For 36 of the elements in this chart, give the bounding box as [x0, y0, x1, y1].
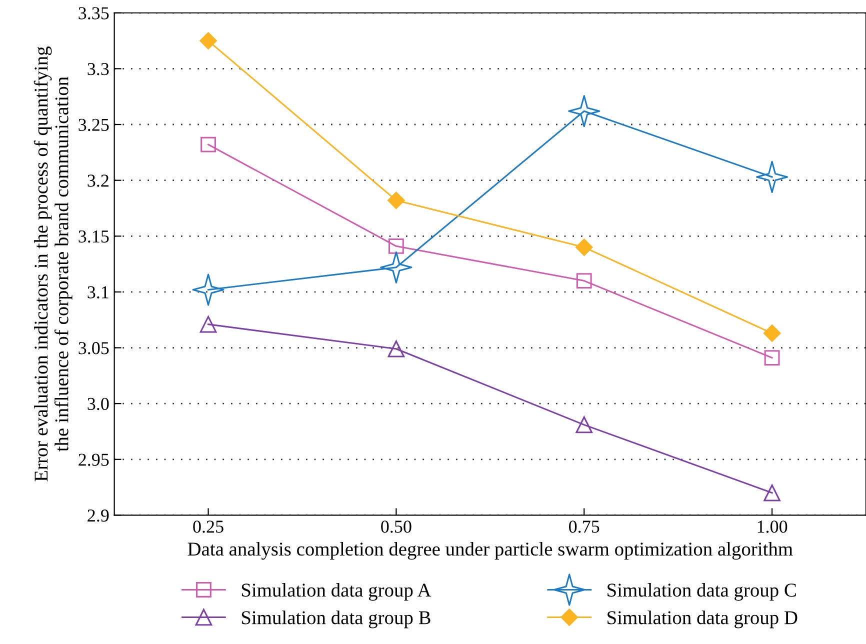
point — [200, 316, 217, 333]
y-tick-label: 3.1 — [88, 286, 108, 298]
y-tick-label: 3.25 — [78, 118, 109, 132]
x-tick-label: 0.25 — [193, 520, 224, 533]
point — [756, 160, 788, 194]
point — [764, 350, 780, 366]
point — [200, 136, 216, 152]
point — [576, 416, 593, 434]
x-tick-label: 0.50 — [381, 520, 412, 533]
y-tick-label: 2.95 — [78, 454, 109, 466]
x-tick-label: 1.00 — [758, 520, 788, 533]
y-tick-label: 3.2 — [88, 174, 108, 187]
point — [568, 95, 600, 128]
y-tick-label: 3.15 — [78, 230, 109, 243]
point — [200, 32, 217, 50]
point — [763, 324, 781, 342]
legend-label: Simulation data group D — [608, 610, 798, 628]
point — [388, 340, 405, 358]
point — [380, 251, 412, 284]
point — [764, 484, 780, 502]
y-tick-label: 3.05 — [78, 342, 109, 354]
y-axis-title: Error evaluation indicators in the process of quantifying the influence of corporate brand communication — [34, 46, 72, 482]
y-tick-label: 3.35 — [78, 7, 109, 20]
x-axis-title: Data analysis completion degree under particle swarm optimization algorithm — [188, 542, 793, 560]
y-tick-label: 3.0 — [88, 398, 109, 410]
legend-label: Simulation data group B — [242, 610, 430, 628]
x-tick-label: 0.75 — [569, 520, 600, 533]
point — [388, 238, 404, 254]
y-tick-label: 3.3 — [88, 63, 109, 76]
point — [192, 274, 224, 306]
point — [388, 192, 405, 210]
legend-label: Simulation data group A — [242, 583, 432, 601]
y-tick-label: 2.9 — [88, 510, 109, 522]
point — [575, 238, 593, 256]
point — [576, 273, 592, 288]
legend-label: Simulation data group C — [608, 583, 796, 601]
